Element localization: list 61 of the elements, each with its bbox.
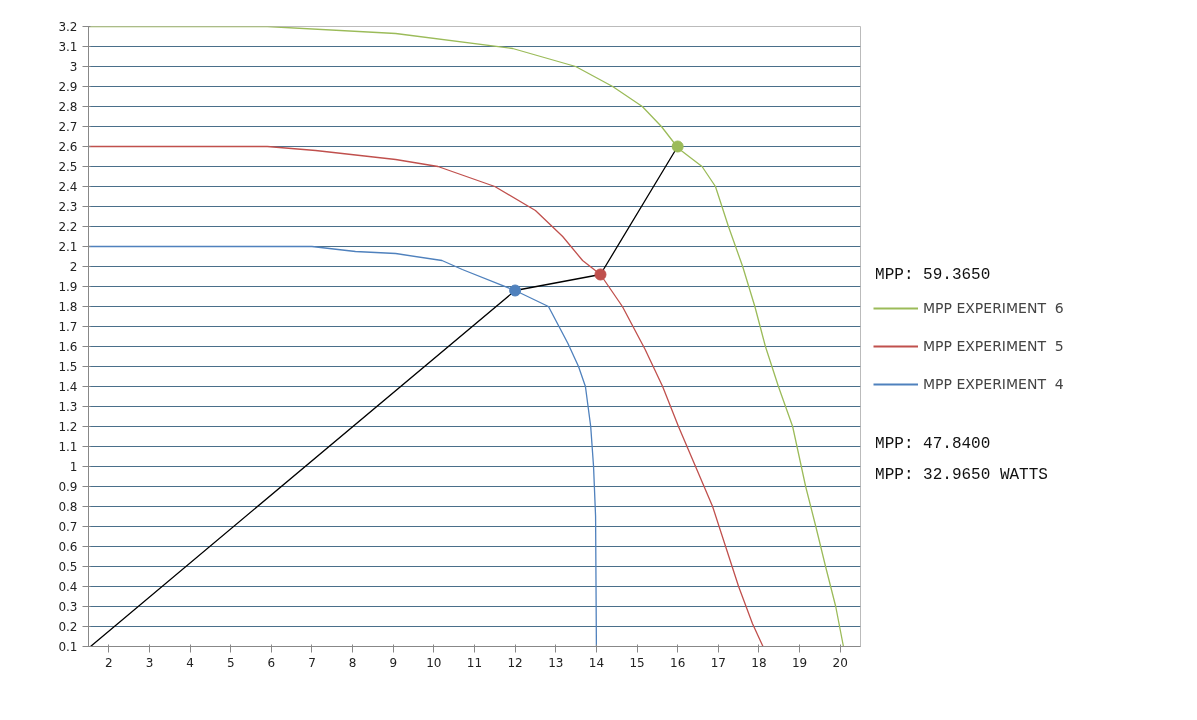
y-tick-label: 2.7 <box>58 120 78 134</box>
x-tick-label: 5 <box>226 655 235 670</box>
point <box>671 140 684 153</box>
y-tick-label: 0.7 <box>58 520 78 534</box>
legend-label: MPP EXPERIMENT 4 <box>923 376 1064 392</box>
y-tick-label: 1.2 <box>58 420 78 434</box>
legend-label: MPP EXPERIMENT 5 <box>923 338 1064 354</box>
point <box>594 268 607 281</box>
x-tick-label: 19 <box>791 655 808 670</box>
y-tick-label: 2.8 <box>58 100 78 114</box>
y-tick-label: 0.8 <box>58 500 78 514</box>
y-tick-label: 1.8 <box>58 300 78 314</box>
text: MPP: 59.3650 <box>875 265 991 284</box>
y-tick-label: 0.9 <box>58 480 78 494</box>
y-tick-label: 3.1 <box>58 40 78 54</box>
x-tick-label: 17 <box>710 655 726 670</box>
text: MPP: 32.9650 WATTS <box>875 465 1048 484</box>
x-tick-label: 2 <box>105 655 113 670</box>
y-tick-label: 2 <box>69 260 78 274</box>
text: MPP: 47.8400 <box>875 435 991 454</box>
x-tick-label: 14 <box>588 655 605 670</box>
x-tick-label: 18 <box>751 655 767 670</box>
y-tick-label: 2.9 <box>58 80 78 94</box>
y-tick-label: 2.6 <box>58 140 78 154</box>
y-tick-label: 0.2 <box>58 620 78 634</box>
y-tick-label: 1.1 <box>58 440 78 454</box>
y-tick-label: 2.5 <box>58 160 78 174</box>
y-tick-label: 1.3 <box>58 400 78 414</box>
y-tick-label: 0.6 <box>58 540 78 554</box>
x-tick-label: 10 <box>426 655 442 670</box>
y-tick-label: 2.2 <box>58 220 78 234</box>
y-tick-label: 0.4 <box>58 580 78 594</box>
x-tick-label: 12 <box>507 655 523 670</box>
line-series <box>88 245 598 647</box>
y-tick-label: 1.7 <box>58 320 78 334</box>
y-tick-label: 0.5 <box>58 560 78 574</box>
y-tick-label: 0.1 <box>58 640 78 654</box>
x-tick-label: 11 <box>466 655 483 670</box>
x-tick-label: 6 <box>267 655 276 670</box>
y-tick-label: 0.3 <box>58 600 78 614</box>
y-tick-label: 2.3 <box>58 200 78 214</box>
y-tick-label: 1.4 <box>58 380 78 394</box>
x-tick-label: 8 <box>348 655 357 670</box>
y-tick-label: 3.2 <box>58 20 78 34</box>
y-tick-label: 1.5 <box>58 360 78 374</box>
x-tick-label: 15 <box>629 655 645 670</box>
x-tick-label: 16 <box>670 655 686 670</box>
y-tick-label: 2.4 <box>58 180 78 194</box>
y-tick-label: 1.9 <box>58 280 78 294</box>
y-tick-label: 1 <box>69 460 78 474</box>
x-tick-label: 13 <box>548 655 564 670</box>
point <box>509 284 522 297</box>
x-tick-label: 9 <box>389 655 398 670</box>
y-tick-label: 3 <box>69 60 78 74</box>
legend-label: MPP EXPERIMENT 6 <box>923 300 1064 316</box>
x-tick-label: 3 <box>145 655 154 670</box>
y-tick-label: 2.1 <box>58 240 78 254</box>
x-tick-label: 4 <box>186 655 194 670</box>
x-tick-label: 7 <box>308 655 316 670</box>
y-tick-label: 1.6 <box>58 340 78 354</box>
x-tick-label: 20 <box>832 655 848 670</box>
